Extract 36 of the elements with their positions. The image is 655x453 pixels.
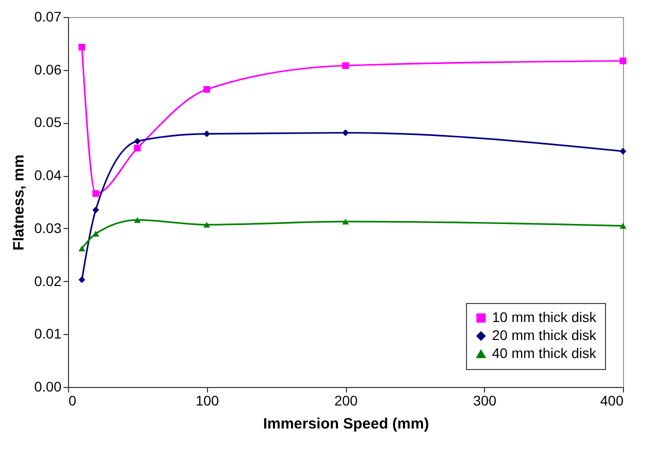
point [92, 230, 100, 237]
point [134, 217, 141, 223]
x-axis-title: Immersion Speed (mm) [263, 416, 429, 432]
y-tick-label: 0.03 [34, 220, 62, 236]
y-tick-label: 0.02 [34, 272, 62, 289]
point [620, 222, 626, 229]
point [620, 58, 626, 64]
legend-label: 10 mm thick disk [492, 309, 598, 325]
point [78, 44, 86, 50]
y-tick-label: 0.06 [34, 61, 62, 78]
x-tick-label: 300 [473, 392, 497, 408]
y-tick-label: 0.07 [34, 8, 62, 24]
x-tick-label: 400 [600, 392, 624, 408]
y-tick-label: 0.00 [34, 378, 62, 394]
x-tick-label: 100 [196, 392, 220, 408]
point [203, 222, 210, 228]
y-tick-label: 0.04 [34, 167, 62, 184]
x-tick-label: 200 [334, 392, 358, 408]
legend-label: 20 mm thick disk [492, 327, 598, 343]
point [342, 62, 349, 69]
point [342, 218, 349, 224]
y-tick-label: 0.01 [34, 326, 62, 342]
legend-label: 40 mm thick disk [492, 345, 598, 361]
y-tick-label: 0.05 [34, 114, 62, 130]
point [78, 276, 86, 284]
point [620, 148, 626, 155]
x-tick-label: 0 [68, 392, 76, 408]
point [134, 144, 141, 152]
point [203, 130, 210, 138]
y-axis-title: Flatness, mm [10, 154, 28, 250]
point [78, 246, 86, 252]
point [92, 190, 100, 197]
point [203, 86, 210, 93]
point [134, 138, 141, 145]
point [342, 129, 349, 136]
point [92, 206, 100, 214]
